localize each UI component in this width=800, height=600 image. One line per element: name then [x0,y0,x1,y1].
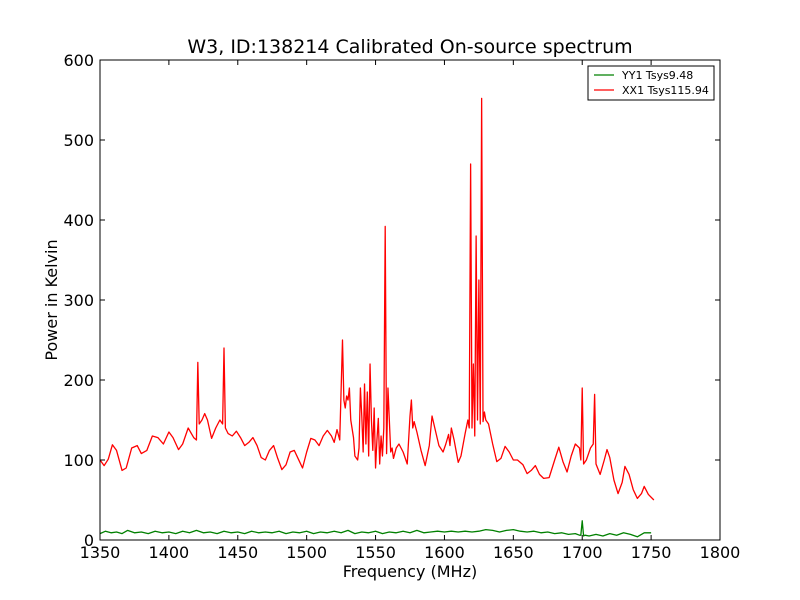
x-tick-label: 1400 [149,543,190,562]
chart-title: W3, ID:138214 Calibrated On-source spect… [187,36,632,58]
x-tick-label: 1500 [286,543,327,562]
plot-background [100,60,720,540]
x-tick-label: 1750 [631,543,672,562]
x-tick-label: 1650 [493,543,534,562]
x-axis-label: Frequency (MHz) [343,562,477,581]
x-axis-ticks: 1350 1400 1450 1500 1550 1600 1650 1700 1750 1800 [80,60,741,562]
x-tick-label: 1450 [217,543,258,562]
series-line-0 [99,520,652,538]
y-tick-label: 200 [63,371,94,390]
x-tick-label: 1600 [424,543,465,562]
y-tick-label: 500 [63,131,94,150]
series-layer [99,97,655,538]
plot-area [99,59,721,541]
x-tick-label: 1800 [700,543,741,562]
legend-box [587,65,715,101]
x-tick-label: 1350 [80,543,121,562]
legend-label-0: YY1 Tsys9.48 [621,69,693,82]
x-tick-label: 1550 [355,543,396,562]
y-axis-ticks: 0 100 200 300 400 500 600 [63,51,720,550]
series-line-1 [99,97,655,501]
y-axis-label: Power in Kelvin [42,239,61,360]
y-tick-label: 0 [84,531,94,550]
legend: YY1 Tsys9.48 XX1 Tsys115.94 [587,65,715,101]
legend-label-1: XX1 Tsys115.94 [622,84,709,97]
x-tick-label: 1700 [562,543,603,562]
y-tick-label: 600 [63,51,94,70]
y-tick-label: 100 [63,451,94,470]
y-tick-label: 400 [63,211,94,230]
y-tick-label: 300 [63,291,94,310]
